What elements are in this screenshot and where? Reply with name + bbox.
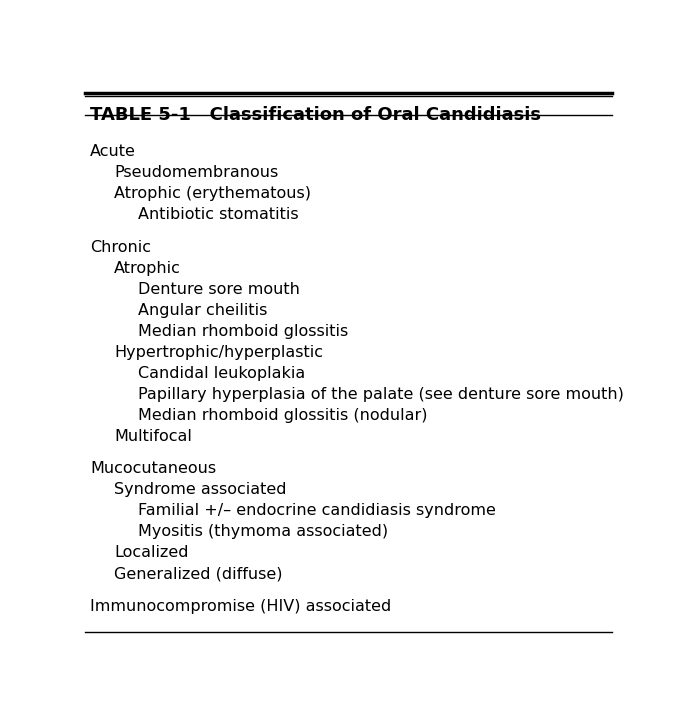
Text: Atrophic (erythematous): Atrophic (erythematous) [114,186,311,201]
Text: Candidal leukoplakia: Candidal leukoplakia [137,366,305,381]
Text: Atrophic: Atrophic [114,261,181,276]
Text: Acute: Acute [90,144,136,159]
Text: Familial +/– endocrine candidiasis syndrome: Familial +/– endocrine candidiasis syndr… [137,503,496,518]
Text: Median rhomboid glossitis: Median rhomboid glossitis [137,324,348,339]
Text: Angular cheilitis: Angular cheilitis [137,303,267,318]
Text: Myositis (thymoma associated): Myositis (thymoma associated) [137,524,388,539]
Text: Hypertrophic/hyperplastic: Hypertrophic/hyperplastic [114,345,323,360]
Text: Immunocompromise (HIV) associated: Immunocompromise (HIV) associated [90,599,392,614]
Text: Median rhomboid glossitis (nodular): Median rhomboid glossitis (nodular) [137,408,427,423]
Text: Mucocutaneous: Mucocutaneous [90,462,216,477]
Text: Multifocal: Multifocal [114,429,192,444]
Text: Pseudomembranous: Pseudomembranous [114,165,278,180]
Text: TABLE 5-1   Classification of Oral Candidiasis: TABLE 5-1 Classification of Oral Candidi… [90,106,541,123]
Text: Syndrome associated: Syndrome associated [114,482,286,498]
Text: Antibiotic stomatitis: Antibiotic stomatitis [137,208,299,223]
Text: Chronic: Chronic [90,240,151,255]
Text: Papillary hyperplasia of the palate (see denture sore mouth): Papillary hyperplasia of the palate (see… [137,387,624,402]
Text: Generalized (diffuse): Generalized (diffuse) [114,567,282,582]
Text: Localized: Localized [114,546,188,561]
Text: Denture sore mouth: Denture sore mouth [137,282,300,297]
